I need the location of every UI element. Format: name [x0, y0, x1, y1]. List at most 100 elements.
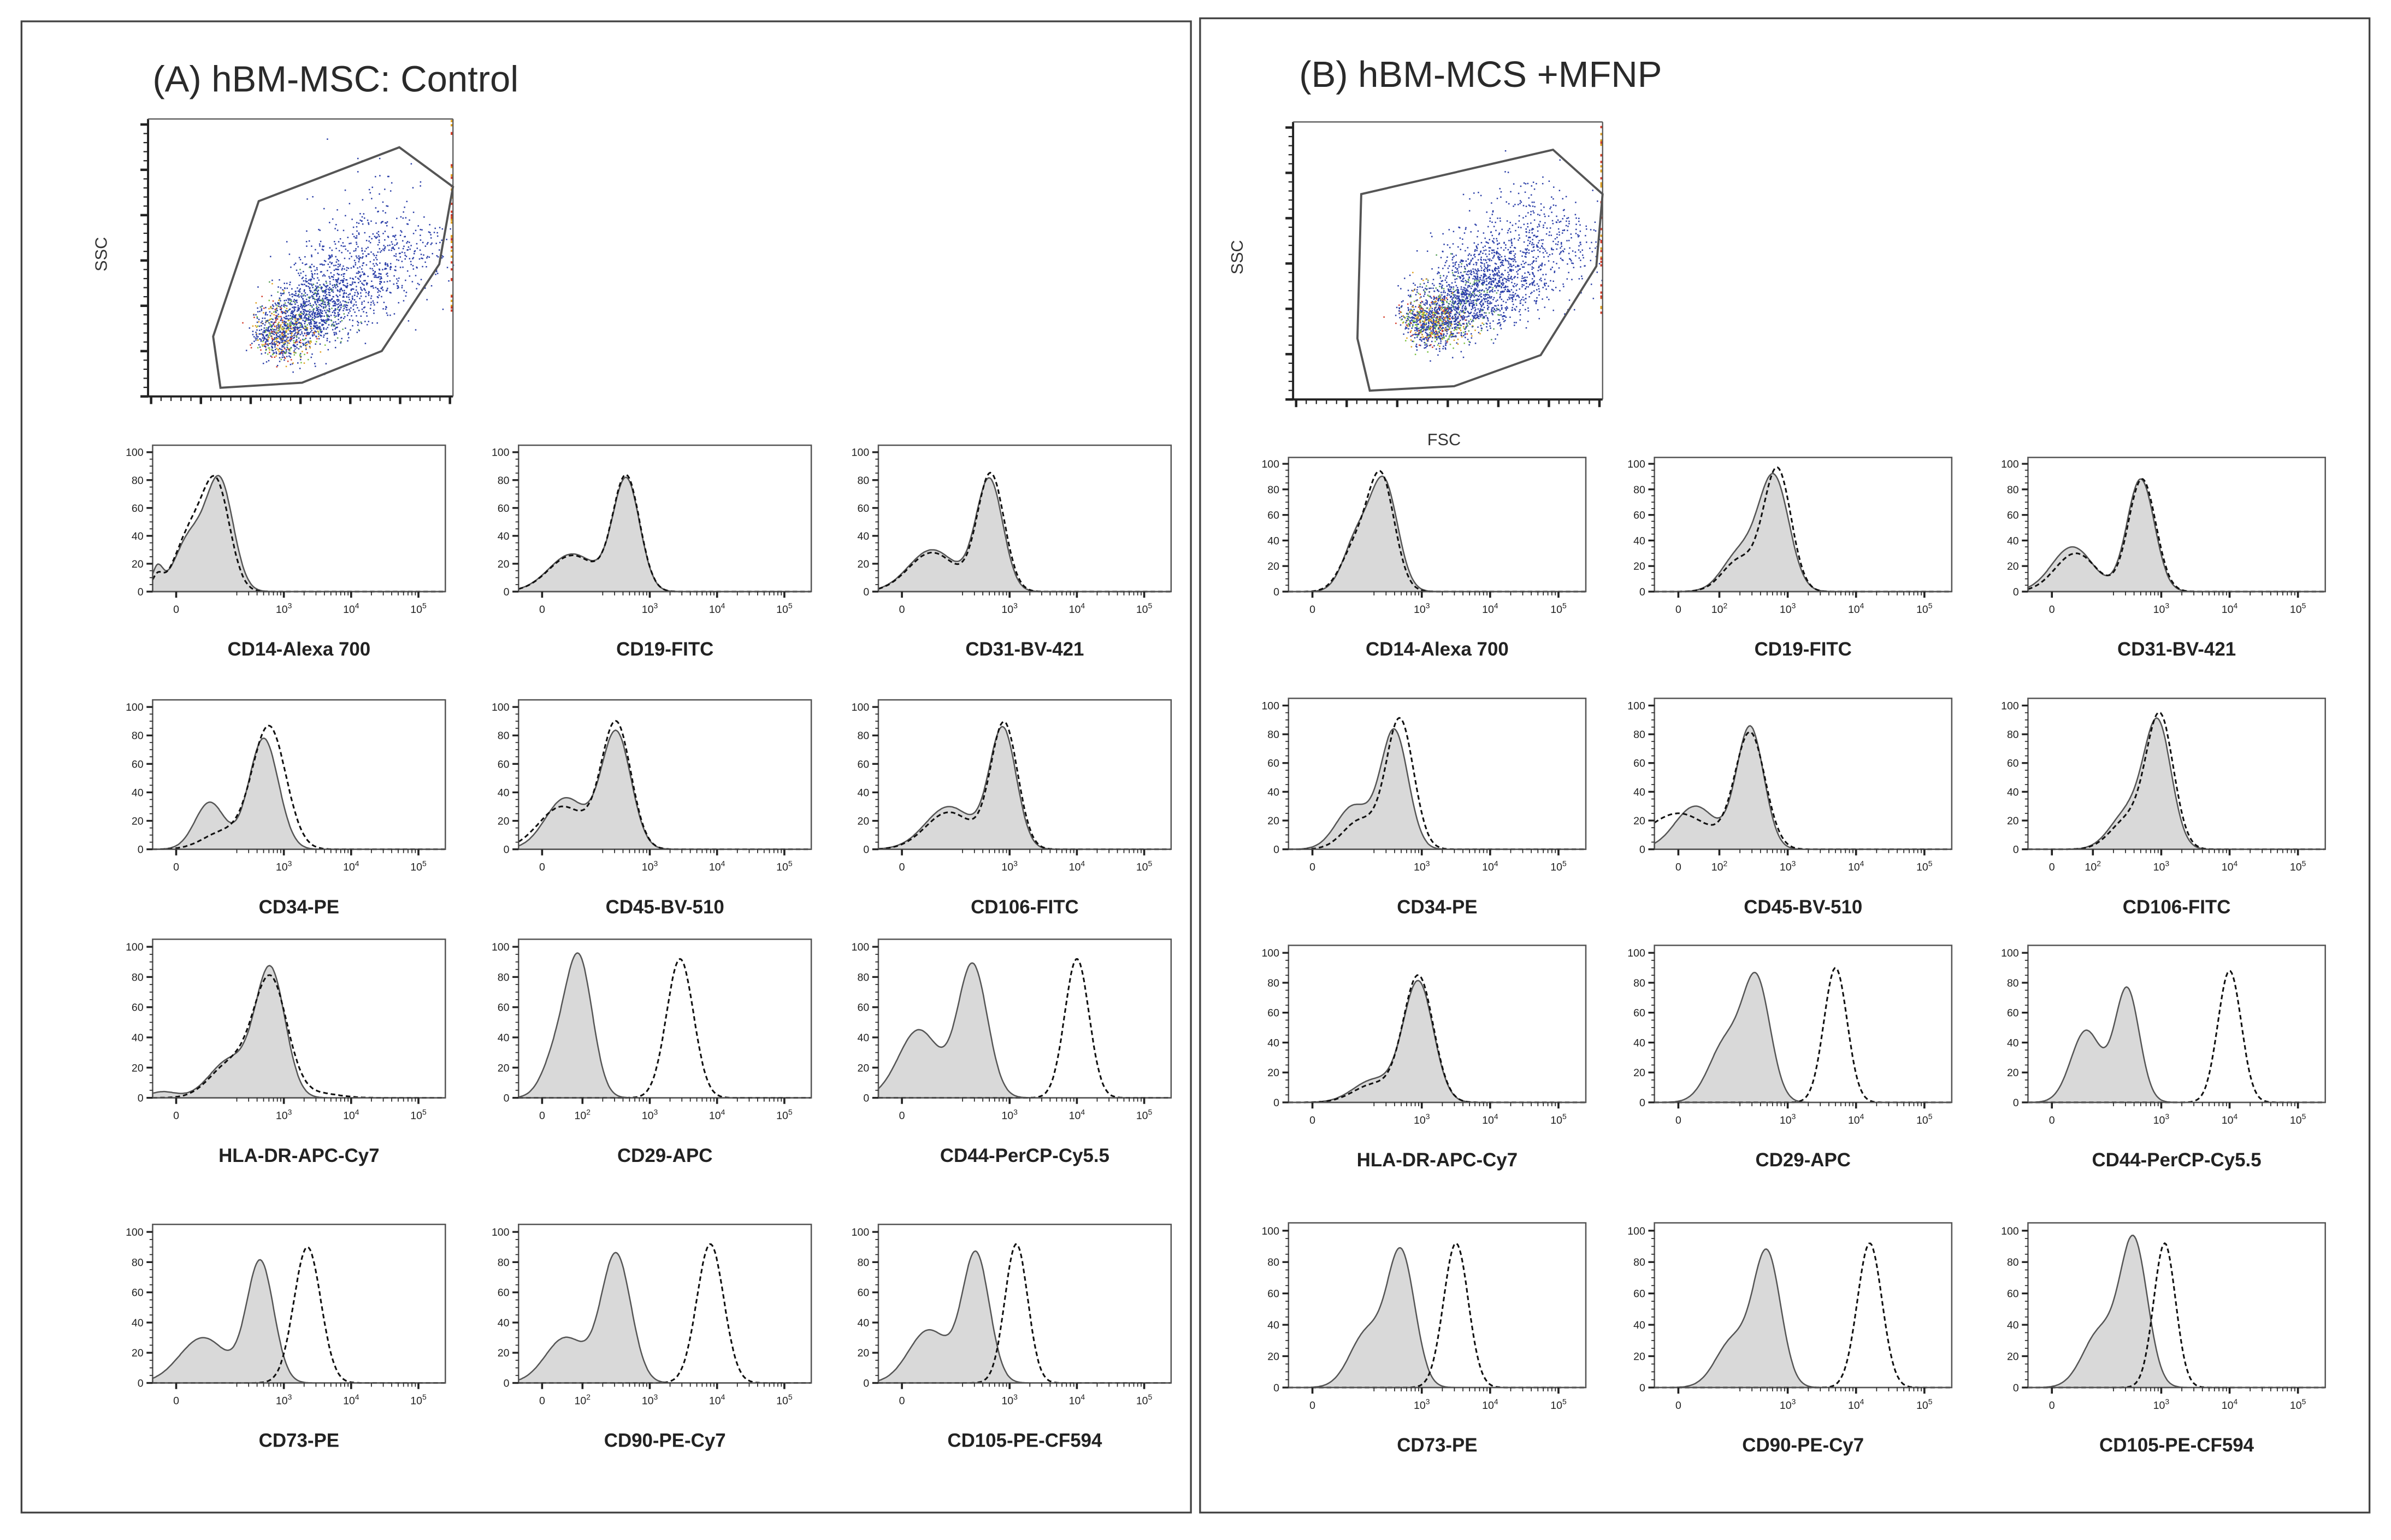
y-tick-label: 40 [132, 1032, 144, 1044]
event-dot [317, 314, 319, 315]
event-dot [269, 315, 271, 317]
event-dot [264, 324, 266, 326]
event-dot [1434, 323, 1437, 325]
event-dot [1531, 242, 1533, 244]
event-dot [388, 175, 389, 178]
event-dot [1526, 286, 1527, 288]
event-dot [305, 349, 307, 350]
event-dot [435, 274, 436, 275]
event-dot [288, 352, 291, 355]
event-dot [1495, 310, 1497, 311]
event-dot [395, 239, 397, 240]
event-dot [1412, 306, 1414, 308]
event-dot [327, 327, 328, 328]
event-dot [326, 297, 328, 299]
event-dot [334, 312, 336, 314]
event-dot [1578, 235, 1580, 237]
tick-exponent: 2 [586, 1107, 591, 1116]
event-dot [278, 327, 280, 329]
event-dot [310, 280, 311, 282]
event-dot [1456, 324, 1459, 327]
event-dot [1515, 299, 1516, 300]
event-dot [275, 338, 276, 340]
event-dot [1437, 344, 1439, 346]
event-dot [296, 336, 298, 338]
event-dot [287, 302, 289, 303]
event-dot [353, 266, 355, 268]
event-dot [313, 298, 315, 299]
event-dot [333, 315, 335, 316]
event-dot [372, 270, 374, 272]
event-dot [418, 284, 420, 286]
event-dot [1439, 275, 1442, 277]
event-dot [1416, 321, 1418, 323]
event-dot [286, 310, 288, 312]
event-dot [1475, 270, 1477, 272]
event-dot [1459, 315, 1461, 317]
event-dot [1517, 294, 1519, 296]
event-dot [1552, 249, 1554, 251]
event-dot [311, 353, 313, 355]
event-dot [356, 241, 357, 243]
event-dot [1595, 247, 1596, 249]
event-dot [261, 305, 263, 307]
event-dot [284, 357, 286, 359]
event-dot [1580, 259, 1581, 261]
event-dot [335, 256, 337, 258]
event-dot [1477, 316, 1479, 317]
event-dot [1433, 345, 1435, 347]
event-dot [1478, 192, 1479, 193]
event-dot [1477, 236, 1478, 238]
event-dot [1498, 275, 1501, 277]
y-tick-label: 0 [138, 1093, 144, 1105]
edge-event-dot [451, 221, 453, 224]
event-dot [1412, 272, 1414, 274]
event-dot [325, 305, 327, 307]
event-dot [265, 346, 267, 348]
x-tick-label: 105 [410, 1107, 427, 1122]
event-dot [1430, 334, 1431, 336]
event-dot [1496, 251, 1498, 252]
tick-exponent: 3 [1013, 1393, 1018, 1401]
event-dot [314, 314, 316, 316]
event-dot [424, 261, 426, 263]
event-dot [1419, 315, 1421, 317]
event-dot [1420, 345, 1421, 346]
event-dot [289, 348, 291, 350]
event-dot [1519, 309, 1521, 311]
event-dot [296, 269, 298, 271]
event-dot [358, 232, 360, 234]
event-dot [1431, 311, 1433, 314]
event-dot [338, 322, 340, 324]
event-dot [1473, 283, 1475, 285]
event-dot [1443, 345, 1444, 347]
event-dot [1479, 277, 1481, 279]
event-dot [1467, 258, 1469, 260]
event-dot [377, 251, 379, 253]
event-dot [1579, 231, 1581, 232]
event-dot [295, 292, 297, 294]
event-dot [1406, 337, 1408, 339]
event-dot [299, 258, 302, 261]
event-dot [1398, 304, 1400, 306]
event-dot [315, 289, 316, 291]
event-dot [1429, 345, 1431, 346]
event-dot [258, 318, 260, 321]
x-tick-label: 105 [776, 1107, 793, 1122]
event-dot [1413, 320, 1415, 321]
event-dot [316, 294, 317, 297]
event-dot [335, 284, 337, 286]
event-dot [370, 295, 373, 297]
event-dot [1431, 235, 1433, 238]
event-dot [349, 258, 350, 259]
event-dot [371, 280, 373, 282]
event-dot [1472, 268, 1474, 270]
event-dot [1425, 322, 1427, 324]
event-dot [1433, 303, 1434, 305]
event-dot [335, 287, 337, 289]
event-dot [319, 314, 321, 316]
event-dot [1455, 323, 1457, 324]
event-dot [389, 314, 391, 316]
event-dot [310, 341, 312, 343]
